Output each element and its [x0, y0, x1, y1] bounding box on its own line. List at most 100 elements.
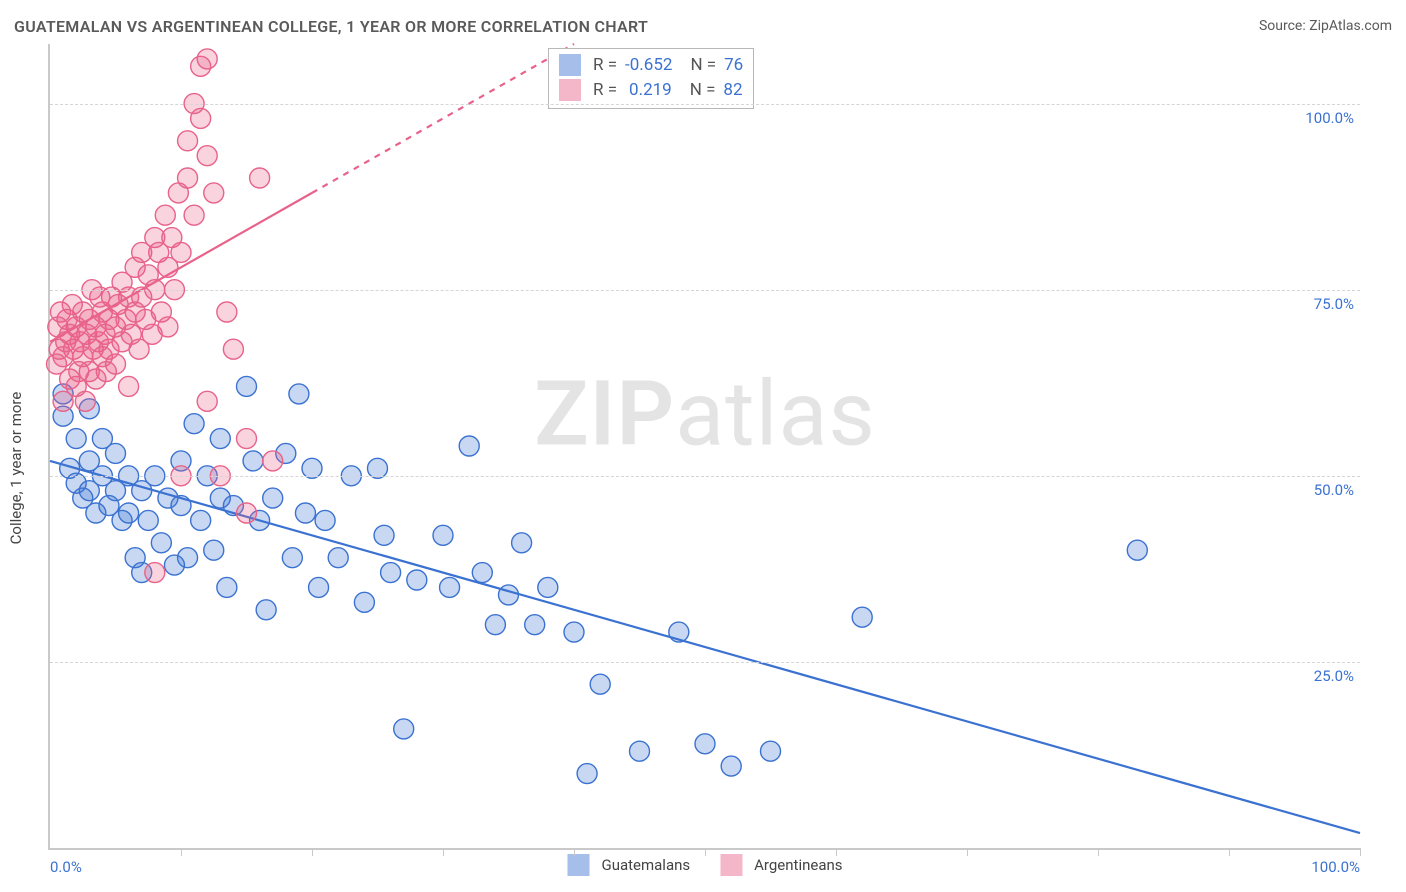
scatter-point — [217, 577, 237, 597]
scatter-point — [590, 674, 610, 694]
legend-label-guatemalans: Guatemalans — [601, 856, 690, 874]
scatter-point — [204, 183, 224, 203]
scatter-point — [197, 146, 217, 166]
scatter-point — [381, 563, 401, 583]
scatter-point — [263, 488, 283, 508]
stats-n-value-1: 82 — [723, 78, 742, 103]
y-tick-label: 25.0% — [1314, 667, 1354, 685]
stats-n-label-1: N = — [690, 78, 716, 103]
scatter-point — [197, 391, 217, 411]
scatter-point — [852, 607, 872, 627]
scatter-point — [158, 317, 178, 337]
stats-r-value-0: -0.652 — [625, 53, 672, 78]
scatter-point — [119, 376, 139, 396]
scatter-point — [695, 734, 715, 754]
legend-swatch-argentineans — [720, 854, 742, 876]
x-tick — [574, 848, 575, 856]
stats-n-value-0: 76 — [724, 53, 743, 78]
x-axis-max-label: 100.0% — [1311, 858, 1360, 876]
chart-title: GUATEMALAN VS ARGENTINEAN COLLEGE, 1 YEA… — [14, 17, 648, 36]
scatter-point — [237, 429, 257, 449]
stats-r-value-1: 0.219 — [629, 78, 672, 103]
y-axis-title: College, 1 year or more — [7, 392, 25, 545]
scatter-point — [1127, 540, 1147, 560]
scatter-point — [138, 510, 158, 530]
gridline — [50, 662, 1360, 663]
trend-line-dashed — [312, 44, 574, 193]
stats-legend-box: R = -0.652 N = 76 R = 0.219 N = 82 — [548, 48, 754, 109]
x-tick — [836, 848, 837, 856]
scatter-point — [721, 756, 741, 776]
swatch-guatemalans — [559, 54, 581, 76]
x-tick — [967, 848, 968, 856]
scatter-point — [525, 615, 545, 635]
scatter-point — [250, 168, 270, 188]
legend-label-argentineans: Argentineans — [754, 856, 842, 874]
scatter-point — [178, 168, 198, 188]
scatter-point — [210, 429, 230, 449]
scatter-point — [191, 108, 211, 128]
scatter-point — [145, 563, 165, 583]
scatter-point — [512, 533, 532, 553]
y-tick-label: 75.0% — [1314, 295, 1354, 313]
scatter-point — [538, 577, 558, 597]
x-tick — [1229, 848, 1230, 856]
scatter-point — [178, 131, 198, 151]
stats-row-argentineans: R = 0.219 N = 82 — [559, 78, 743, 103]
scatter-point — [106, 443, 126, 463]
scatter-point — [178, 548, 198, 568]
scatter-point — [106, 354, 126, 374]
scatter-point — [223, 339, 243, 359]
scatter-point — [282, 548, 302, 568]
scatter-point — [328, 548, 348, 568]
scatter-point — [407, 570, 427, 590]
swatch-argentineans — [559, 79, 581, 101]
x-tick — [1360, 848, 1361, 856]
scatter-point — [761, 741, 781, 761]
legend-swatch-guatemalans — [567, 854, 589, 876]
x-tick — [443, 848, 444, 856]
trend-line — [50, 193, 312, 342]
source-attribution: Source: ZipAtlas.com — [1259, 18, 1392, 34]
scatter-point — [243, 451, 263, 471]
scatter-point — [295, 503, 315, 523]
scatter-point — [289, 384, 309, 404]
plot-svg — [50, 44, 1360, 848]
scatter-point — [394, 719, 414, 739]
title-bar: GUATEMALAN VS ARGENTINEAN COLLEGE, 1 YEA… — [14, 12, 1392, 40]
x-axis-min-label: 0.0% — [50, 858, 82, 876]
scatter-point — [440, 577, 460, 597]
scatter-point — [309, 577, 329, 597]
scatter-point — [204, 540, 224, 560]
scatter-point — [564, 622, 584, 642]
plot-area: ZIPatlas R = -0.652 N = 76 R = 0.219 N =… — [48, 44, 1360, 850]
gridline — [50, 104, 1360, 105]
scatter-point — [263, 451, 283, 471]
scatter-point — [433, 525, 453, 545]
scatter-point — [237, 376, 257, 396]
y-tick-label: 100.0% — [1305, 109, 1354, 127]
scatter-point — [191, 510, 211, 530]
scatter-point — [577, 764, 597, 784]
stats-r-label-1: R = — [593, 78, 617, 103]
stats-r-label-0: R = — [593, 53, 617, 78]
x-tick — [312, 848, 313, 856]
scatter-point — [237, 503, 257, 523]
source-link[interactable]: ZipAtlas.com — [1309, 18, 1392, 34]
scatter-point — [217, 302, 237, 322]
scatter-point — [374, 525, 394, 545]
scatter-point — [151, 533, 171, 553]
scatter-point — [315, 510, 335, 530]
chart-container: College, 1 year or more ZIPatlas R = -0.… — [0, 44, 1406, 892]
legend-item-guatemalans: Guatemalans — [567, 854, 690, 876]
bottom-legend: Guatemalans Argentineans — [567, 854, 842, 876]
legend-item-argentineans: Argentineans — [720, 854, 842, 876]
scatter-point — [184, 414, 204, 434]
scatter-point — [499, 585, 519, 605]
scatter-point — [171, 242, 191, 262]
scatter-point — [459, 436, 479, 456]
scatter-point — [119, 503, 139, 523]
stats-row-guatemalans: R = -0.652 N = 76 — [559, 53, 743, 78]
scatter-point — [66, 429, 86, 449]
gridline — [50, 290, 1360, 291]
